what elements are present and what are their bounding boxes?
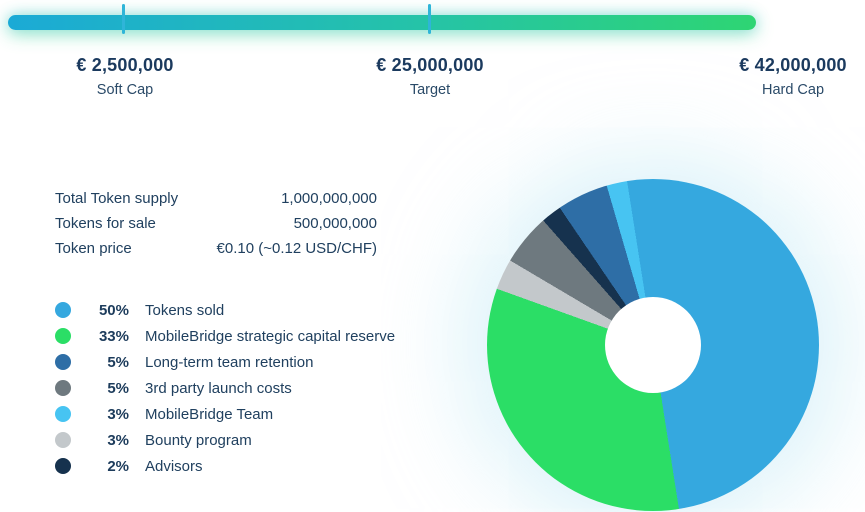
- legend-label: MobileBridge Team: [145, 405, 274, 423]
- legend-color-dot: [55, 406, 71, 422]
- token-info-row: Total Token supply 1,000,000,000: [55, 190, 377, 215]
- token-info-value: €0.10 (~0.12 USD/CHF): [216, 240, 377, 257]
- softcap-amount: € 2,500,000: [76, 55, 174, 75]
- legend-color-dot: [55, 380, 71, 396]
- token-info-label: Tokens for sale: [55, 215, 156, 232]
- legend-item: 3% Bounty program: [55, 427, 395, 453]
- token-allocation-chart-wrap: [487, 179, 819, 511]
- token-info-value: 500,000,000: [293, 215, 377, 232]
- legend-item: 2% Advisors: [55, 453, 395, 479]
- legend-percent: 3%: [107, 431, 129, 449]
- token-info-label: Token price: [55, 240, 132, 257]
- hardcap-marker: € 42,000,000 Hard Cap: [739, 55, 847, 98]
- donut-center-hole: [605, 297, 701, 393]
- legend-label: 3rd party launch costs: [145, 379, 292, 397]
- token-info-value: 1,000,000,000: [281, 190, 377, 207]
- target-caption: Target: [409, 82, 451, 98]
- legend-percent: 50%: [98, 301, 129, 319]
- legend-label: Advisors: [145, 457, 203, 475]
- token-info-table: Total Token supply 1,000,000,000 Tokens fo…: [55, 190, 377, 265]
- target-marker: € 25,000,000 Target: [376, 55, 484, 98]
- legend-percent: 5%: [107, 353, 129, 371]
- legend-label: Bounty program: [145, 431, 252, 449]
- hardcap-amount: € 42,000,000: [739, 55, 847, 75]
- softcap-marker: € 2,500,000 Soft Cap: [76, 55, 173, 98]
- legend-item: 5% Long-term team retention: [55, 349, 395, 375]
- legend-percent: 3%: [107, 405, 129, 423]
- token-info-label: Total Token supply: [55, 190, 179, 207]
- legend-color-dot: [55, 328, 71, 344]
- legend-label: Tokens sold: [145, 301, 225, 319]
- hardcap-caption: Hard Cap: [761, 82, 825, 98]
- legend-item: 33% MobileBridge strategic capital reserv…: [55, 323, 395, 349]
- token-info-row: Token price €0.10 (~0.12 USD/CHF): [55, 240, 377, 265]
- legend-color-dot: [55, 354, 71, 370]
- softcap-caption: Soft Cap: [96, 82, 154, 98]
- legend-percent: 2%: [107, 457, 129, 475]
- legend-item: 3% MobileBridge Team: [55, 401, 395, 427]
- legend-color-dot: [55, 458, 71, 474]
- token-allocation-legend: 50% Tokens sold 33% MobileBridge strategic …: [55, 297, 395, 479]
- legend-label: Long-term team retention: [145, 353, 314, 371]
- target-amount: € 25,000,000: [376, 55, 484, 75]
- legend-color-dot: [55, 302, 71, 318]
- legend-item: 5% 3rd party launch costs: [55, 375, 395, 401]
- token-info-row: Tokens for sale 500,000,000: [55, 215, 377, 240]
- legend-percent: 33%: [98, 327, 129, 345]
- legend-item: 50% Tokens sold: [55, 297, 395, 323]
- legend-color-dot: [55, 432, 71, 448]
- legend-percent: 5%: [107, 379, 129, 397]
- legend-label: MobileBridge strategic capital reserve: [145, 327, 396, 345]
- softcap-tick-marker: [122, 4, 125, 34]
- fundraising-progress-bar: [8, 15, 756, 30]
- target-tick-marker: [428, 4, 431, 34]
